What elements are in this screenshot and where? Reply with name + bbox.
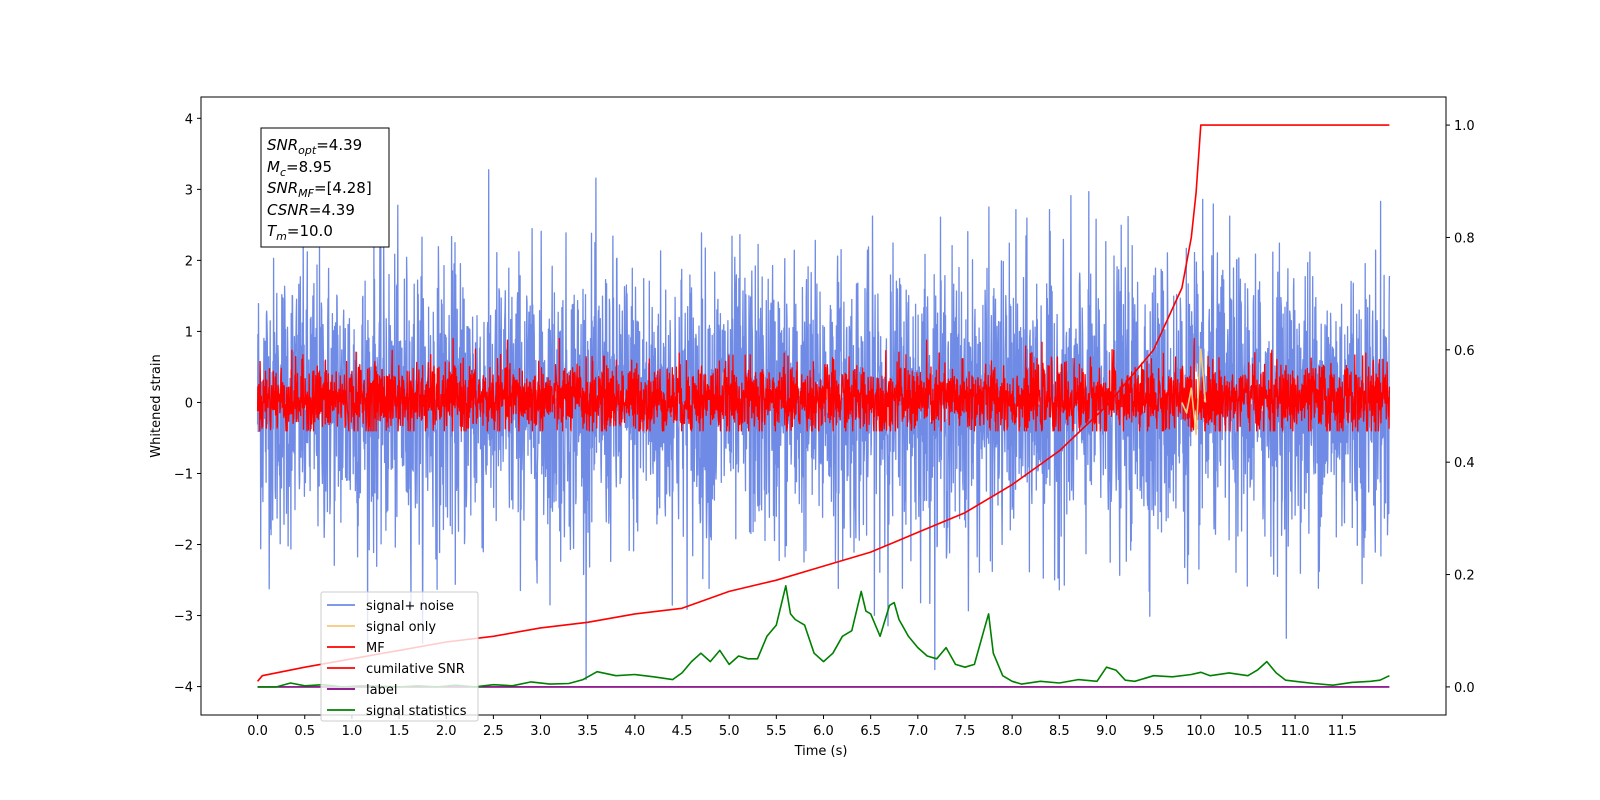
x-tick-label: 10.0 <box>1186 724 1215 739</box>
stat-snr-opt: SNRopt=4.39 <box>267 136 362 157</box>
x-tick-label: 1.5 <box>389 724 410 739</box>
y-tick-label: −4 <box>174 681 193 696</box>
y2-tick-label: 0.8 <box>1454 231 1475 246</box>
x-tick-label: 7.5 <box>955 724 976 739</box>
y-tick-label: 1 <box>185 325 193 340</box>
x-tick-label: 9.5 <box>1143 724 1164 739</box>
stat-tm: Tm=10.0 <box>267 222 333 243</box>
y-tick-label: −3 <box>174 610 193 625</box>
x-tick-label: 5.5 <box>766 724 787 739</box>
x-tick-label: 3.5 <box>577 724 598 739</box>
y-axis-left: 4 3 2 1 0 −1 −2 −3 −4 <box>174 112 201 696</box>
legend-label: signal only <box>366 620 436 635</box>
x-tick-label: 5.0 <box>719 724 740 739</box>
y2-tick-label: 0.4 <box>1454 456 1475 471</box>
series-signal-statistics <box>257 585 1390 688</box>
series-mf <box>256 337 1391 432</box>
stat-mc: Mc=8.95 <box>267 158 332 179</box>
x-tick-label: 4.5 <box>672 724 693 739</box>
y2-tick-label: 0.2 <box>1454 569 1475 584</box>
x-axis-label: Time (s) <box>794 744 848 759</box>
y-tick-label: −2 <box>174 539 193 554</box>
series-signal-only <box>1181 348 1207 436</box>
x-tick-label: 11.0 <box>1281 724 1310 739</box>
x-tick-label: 6.5 <box>860 724 881 739</box>
legend-label: signal+ noise <box>366 599 454 614</box>
y-tick-label: 2 <box>185 254 193 269</box>
x-tick-label: 10.5 <box>1233 724 1262 739</box>
stat-snr-mf: SNRMF=[4.28] <box>267 179 372 200</box>
legend-label: cumilative SNR <box>366 662 465 677</box>
y-axis-right: 1.0 0.8 0.6 0.4 0.2 0.0 <box>1446 119 1475 696</box>
stat-csnr: CSNR=4.39 <box>267 201 355 219</box>
legend-label: label <box>366 683 397 698</box>
x-tick-label: 4.0 <box>625 724 646 739</box>
x-tick-label: 8.5 <box>1049 724 1070 739</box>
y-tick-label: 4 <box>185 112 193 127</box>
series-signal-noise <box>256 169 1391 681</box>
x-tick-label: 2.5 <box>483 724 504 739</box>
x-tick-label: 0.5 <box>294 724 315 739</box>
x-tick-label: 6.0 <box>813 724 834 739</box>
legend: signal+ noise signal only MF cumilative SNR… <box>320 591 479 722</box>
x-tick-label: 3.0 <box>530 724 551 739</box>
y-tick-label: 0 <box>185 396 193 411</box>
y-tick-label: 3 <box>185 183 193 198</box>
legend-label: MF <box>366 641 385 656</box>
x-tick-label: 2.0 <box>436 724 457 739</box>
y2-tick-label: 0.6 <box>1454 344 1475 359</box>
x-tick-label: 11.5 <box>1328 724 1357 739</box>
x-tick-label: 1.0 <box>342 724 363 739</box>
x-axis: 0.0 0.5 1.0 1.5 2.0 2.5 3.0 3.5 4.0 4.5 5.0 5.5 6.0 6… <box>247 715 1357 739</box>
x-tick-label: 7.0 <box>907 724 928 739</box>
y-axis-label: Whitened strain <box>149 354 164 457</box>
stats-box: SNRopt=4.39 Mc=8.95 SNRMF=[4.28] CSNR=4.… <box>260 127 390 248</box>
x-tick-label: 9.0 <box>1096 724 1117 739</box>
y2-tick-label: 1.0 <box>1454 119 1475 134</box>
x-tick-label: 8.0 <box>1002 724 1023 739</box>
legend-label: signal statistics <box>366 704 467 719</box>
y-tick-label: −1 <box>174 467 193 482</box>
x-tick-label: 0.0 <box>247 724 268 739</box>
y2-tick-label: 0.0 <box>1454 681 1475 696</box>
